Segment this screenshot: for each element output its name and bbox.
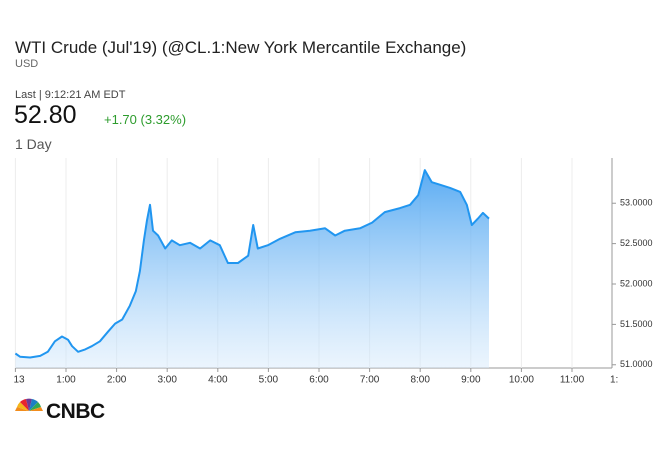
- currency: USD: [15, 58, 39, 70]
- logo: CNBC: [46, 400, 105, 423]
- y-tick-label: 51.5000: [620, 319, 653, 329]
- y-tick-label: 52.0000: [620, 278, 653, 288]
- x-tick-label: 3:00: [157, 375, 177, 386]
- x-tick-label: 1:: [610, 375, 618, 386]
- logo-icon: [15, 398, 43, 411]
- x-tick-label: 4:00: [208, 375, 228, 386]
- x-tick-label: 8:00: [410, 375, 430, 386]
- area-fill: [15, 170, 490, 368]
- title: WTI Crude (Jul'19) (@CL.1:New York Merca…: [15, 38, 467, 57]
- x-tick-label: 10:00: [509, 375, 534, 386]
- y-tick-label: 51.0000: [620, 359, 653, 369]
- x-tick-label: 9:00: [461, 375, 481, 386]
- y-tick-label: 53.0000: [620, 198, 653, 208]
- x-tick-label: 1:00: [56, 375, 76, 386]
- change: +1.70 (3.32%): [104, 112, 187, 127]
- price-line: [14, 169, 490, 359]
- last-time: Last | 9:12:21 AM EDT: [15, 89, 126, 101]
- y-tick-label: 52.5000: [620, 238, 653, 248]
- x-tick-label: 11:00: [560, 375, 585, 386]
- x-tick-label: 6:00: [309, 375, 329, 386]
- x-tick-label: 2:00: [107, 375, 127, 386]
- x-tick-label: 5:00: [259, 375, 279, 386]
- price: 52.80: [14, 101, 77, 129]
- x-tick-label: 13: [13, 375, 25, 386]
- x-tick-label: 7:00: [360, 375, 380, 386]
- range: 1 Day: [15, 136, 52, 152]
